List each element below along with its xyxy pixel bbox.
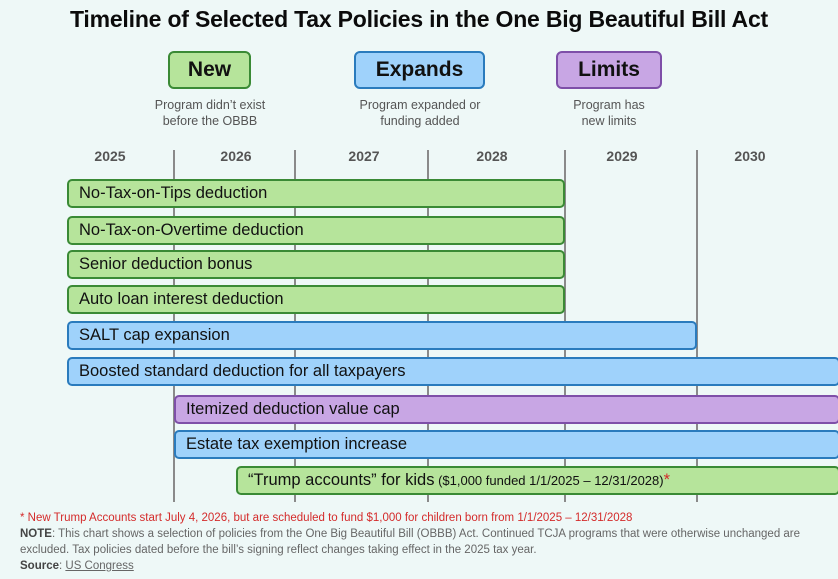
bar-label: Auto loan interest deduction	[79, 290, 284, 308]
gridline-2030	[696, 150, 698, 502]
source-link[interactable]: US Congress	[65, 560, 134, 572]
note-footnote: NOTE: This chart shows a selection of po…	[20, 526, 820, 558]
bar-label: No-Tax-on-Tips deduction	[79, 184, 268, 202]
year-label-2025: 2025	[94, 148, 126, 164]
source-label: Source	[20, 560, 59, 572]
legend-new-desc-line1: Program didn’t exist	[154, 98, 266, 112]
timeline-bar-7: Itemized deduction value cap	[174, 395, 838, 424]
asterisk-marker: *	[663, 471, 671, 489]
timeline-bar-1: No-Tax-on-Tips deduction	[67, 179, 565, 208]
legend-limits-box: Limits	[556, 51, 662, 89]
timeline-bar-5: SALT cap expansion	[67, 321, 697, 350]
timeline-bar-2: No-Tax-on-Overtime deduction	[67, 216, 565, 245]
bar-label: Estate tax exemption increase	[186, 435, 408, 453]
bar-label: Senior deduction bonus	[79, 255, 253, 273]
bar-sublabel: ($1,000 funded 1/1/2025 – 12/31/2028)	[434, 473, 664, 488]
legend-expands-desc-line2: funding added	[380, 114, 460, 128]
asterisk-footnote: * New Trump Accounts start July 4, 2026,…	[20, 512, 633, 524]
timeline-bar-9: “Trump accounts” for kids ($1,000 funded…	[236, 466, 838, 495]
timeline-bar-4: Auto loan interest deduction	[67, 285, 565, 314]
year-label-2027: 2027	[348, 148, 380, 164]
timeline-bar-3: Senior deduction bonus	[67, 250, 565, 279]
chart-title: Timeline of Selected Tax Policies in the…	[69, 6, 769, 32]
bar-label: SALT cap expansion	[79, 326, 230, 344]
legend-limits-description: Program has new limits	[529, 97, 689, 129]
year-label-2030: 2030	[734, 148, 766, 164]
source-footnote: Source: US Congress	[20, 558, 134, 574]
source-separator: :	[59, 560, 66, 572]
bar-label: Boosted standard deduction for all taxpa…	[79, 362, 406, 380]
year-label-2028: 2028	[476, 148, 508, 164]
legend-expands-box: Expands	[354, 51, 485, 89]
legend-new-desc-line2: before the OBBB	[162, 114, 258, 128]
legend-limits-desc-line2: new limits	[581, 114, 637, 128]
year-label-2029: 2029	[606, 148, 638, 164]
bar-label: No-Tax-on-Overtime deduction	[79, 221, 304, 239]
legend-new-description: Program didn’t exist before the OBBB	[130, 97, 290, 129]
legend-new-box: New	[168, 51, 251, 89]
legend-expands-desc-line1: Program expanded or	[359, 98, 481, 112]
legend-expands-description: Program expanded or funding added	[340, 97, 500, 129]
note-text: : This chart shows a selection of polici…	[20, 528, 801, 556]
year-label-2026: 2026	[220, 148, 252, 164]
bar-label: Itemized deduction value cap	[186, 400, 400, 418]
legend-limits-desc-line1: Program has	[573, 98, 645, 112]
note-label: NOTE	[20, 528, 52, 540]
timeline-bar-8: Estate tax exemption increase	[174, 430, 838, 459]
timeline-bar-6: Boosted standard deduction for all taxpa…	[67, 357, 838, 386]
bar-label: “Trump accounts” for kids	[248, 471, 435, 489]
